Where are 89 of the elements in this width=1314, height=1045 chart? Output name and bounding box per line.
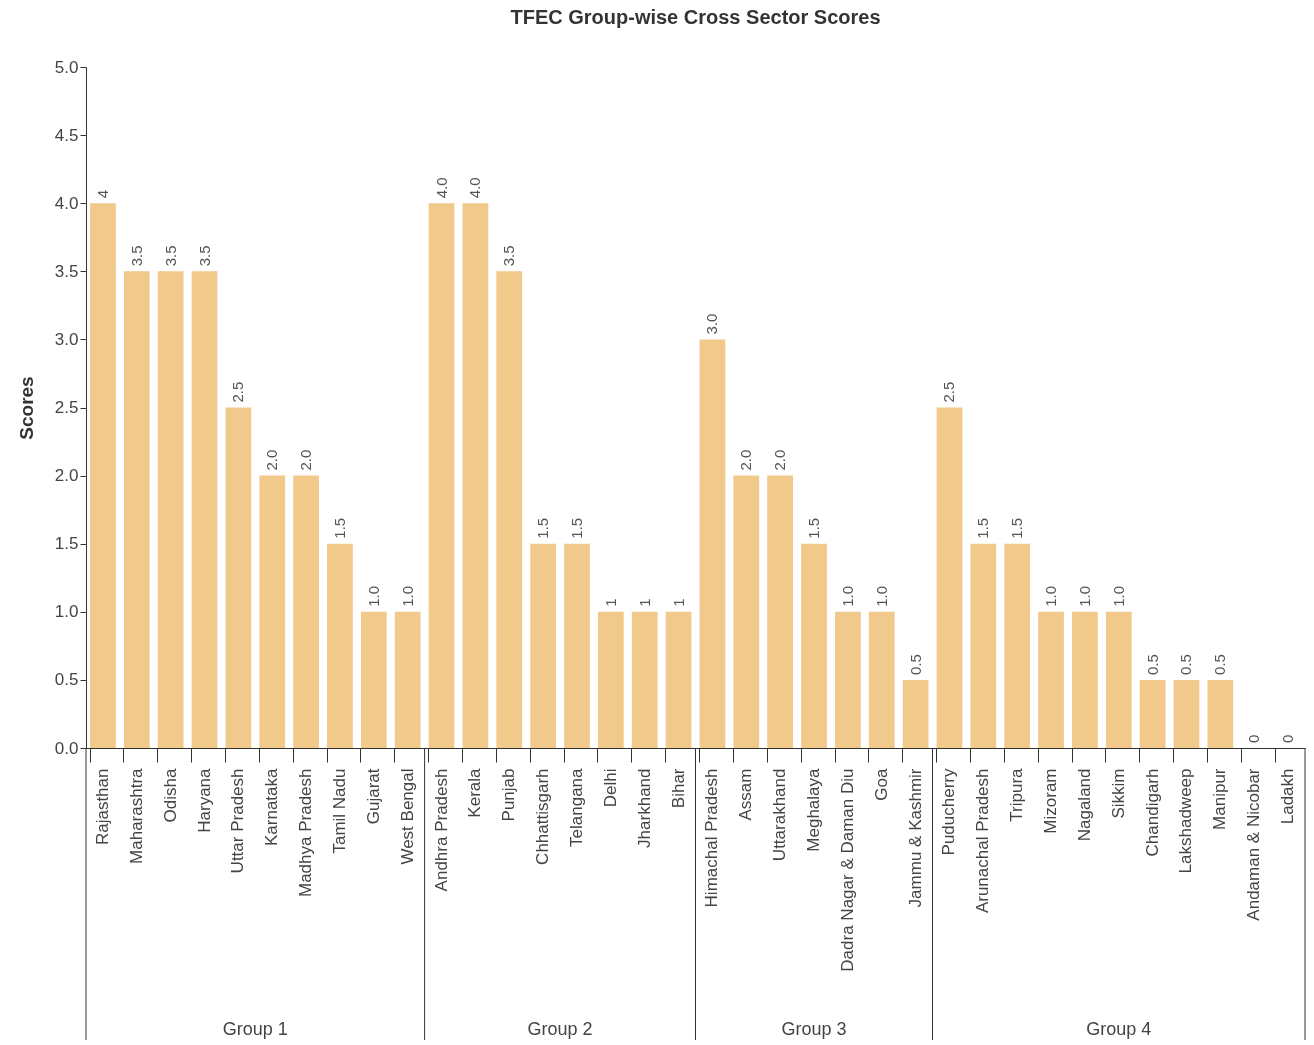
- y-tick-label: 4.5: [54, 125, 79, 145]
- x-tick-label: Sikkim: [1108, 768, 1128, 819]
- data-label: 0: [1245, 734, 1263, 743]
- y-axis-title: Scores: [15, 376, 37, 440]
- text: Group 3: [781, 1019, 847, 1039]
- data-label: 2.5: [940, 381, 958, 403]
- data-label: 3.0: [703, 313, 721, 335]
- y-tick-label: 0.0: [54, 738, 79, 758]
- y-tick-label: 2.5: [54, 398, 79, 417]
- data-label: 1: [635, 598, 653, 607]
- data-label: 1.5: [974, 517, 992, 539]
- data-label: 1.0: [1109, 585, 1127, 607]
- data-label: 1.0: [872, 585, 890, 607]
- data-label: 2.0: [771, 449, 789, 471]
- x-tick-label: Odisha: [160, 767, 180, 823]
- y-tick-label: 1.5: [54, 534, 79, 554]
- x-tick-label: Karnataka: [262, 767, 282, 846]
- y-tick-label: 1.0: [54, 602, 79, 622]
- x-tick-label: Chandigarh: [1142, 768, 1162, 857]
- data-label: 0.5: [1211, 654, 1229, 675]
- x-tick-label: Madhya Pradesh: [296, 768, 316, 898]
- x-tick-label: West Bengal: [397, 768, 417, 865]
- x-tick-label: Tamil Nadu: [329, 768, 349, 854]
- data-label: 3.5: [127, 245, 145, 267]
- y-tick-label: 3.0: [54, 329, 79, 349]
- x-tick-label: Bihar: [668, 768, 688, 809]
- x-tick-label: Tripura: [1007, 767, 1027, 822]
- x-tick-label: Assam: [736, 768, 756, 821]
- x-tick-label: Jammu & Kashmir: [905, 768, 925, 908]
- data-label: 0.5: [1143, 654, 1161, 675]
- data-label: 3.5: [195, 245, 213, 267]
- data-label: 1.5: [805, 517, 823, 539]
- x-tick-label: Puducherry: [939, 768, 959, 856]
- y-tick-label: 5.0: [54, 57, 79, 77]
- x-tick-label: Andhra Pradesh: [431, 768, 451, 892]
- data-label: 0.5: [1177, 654, 1195, 675]
- y-tick-label: 0.5: [54, 670, 79, 690]
- chart-title: TFEC Group-wise Cross Sector Scores: [510, 6, 881, 28]
- data-label: 1.0: [838, 585, 856, 607]
- x-tick-label: Lakshadweep: [1176, 768, 1196, 874]
- x-tick-label: Ladakh: [1278, 768, 1298, 825]
- x-tick-label: Uttar Pradesh: [228, 768, 248, 874]
- data-label: 1.0: [364, 585, 382, 607]
- x-tick-label: Haryana: [194, 767, 214, 833]
- data-label: 0.5: [906, 654, 924, 675]
- x-tick-label: Gujarat: [363, 768, 383, 825]
- data-label: 4.0: [432, 177, 450, 199]
- text: Group 1: [222, 1019, 288, 1039]
- x-tick-label: Punjab: [499, 768, 519, 822]
- x-tick-label: Delhi: [600, 768, 620, 808]
- data-label: 0: [1279, 734, 1297, 743]
- x-tick-label: Maharashtra: [126, 767, 146, 864]
- data-label: 1.5: [330, 517, 348, 539]
- x-tick-label: Uttarakhand: [770, 768, 790, 862]
- y-tick-label: 2.0: [54, 466, 79, 486]
- text: Group 4: [1086, 1019, 1152, 1039]
- data-label: 1.5: [567, 517, 585, 539]
- data-label: 4: [93, 189, 111, 199]
- y-tick-label: 4.0: [54, 193, 79, 213]
- text: Group 2: [527, 1019, 593, 1039]
- x-tick-label: Dadra Nagar & Daman Diu: [837, 768, 857, 972]
- data-label: 1.0: [1042, 585, 1060, 607]
- data-label: 3.5: [500, 245, 518, 267]
- data-label: 2.0: [737, 449, 755, 471]
- data-label: 4.0: [466, 177, 484, 199]
- x-tick-label: Manipur: [1210, 768, 1230, 830]
- data-label: 2.0: [297, 449, 315, 471]
- x-tick-label: Meghalaya: [804, 767, 824, 852]
- data-label: 1: [601, 598, 619, 607]
- data-label: 1.0: [1075, 585, 1093, 607]
- x-tick-label: Nagaland: [1074, 768, 1094, 842]
- data-label: 2.0: [263, 449, 281, 471]
- x-tick-label: Chhattisgarh: [533, 768, 553, 865]
- x-tick-label: Himachal Pradesh: [702, 768, 722, 908]
- data-label: 1.0: [398, 585, 416, 607]
- x-tick-label: Rajasthan: [92, 768, 112, 846]
- data-label: 1.5: [534, 517, 552, 539]
- data-label: 1: [669, 598, 687, 607]
- x-tick-label: Andaman & Nicobar: [1244, 768, 1264, 921]
- data-label: 3.5: [161, 245, 179, 267]
- x-tick-label: Arunachal Pradesh: [973, 768, 993, 914]
- data-label: 2.5: [229, 381, 247, 403]
- x-tick-label: Goa: [871, 767, 891, 801]
- x-tick-label: Jharkhand: [634, 768, 654, 848]
- x-tick-label: Telangana: [566, 767, 586, 847]
- x-tick-label: Kerala: [465, 767, 485, 818]
- data-label: 1.5: [1008, 517, 1026, 539]
- x-tick-label: Mizoram: [1041, 768, 1061, 834]
- y-tick-label: 3.5: [54, 261, 79, 281]
